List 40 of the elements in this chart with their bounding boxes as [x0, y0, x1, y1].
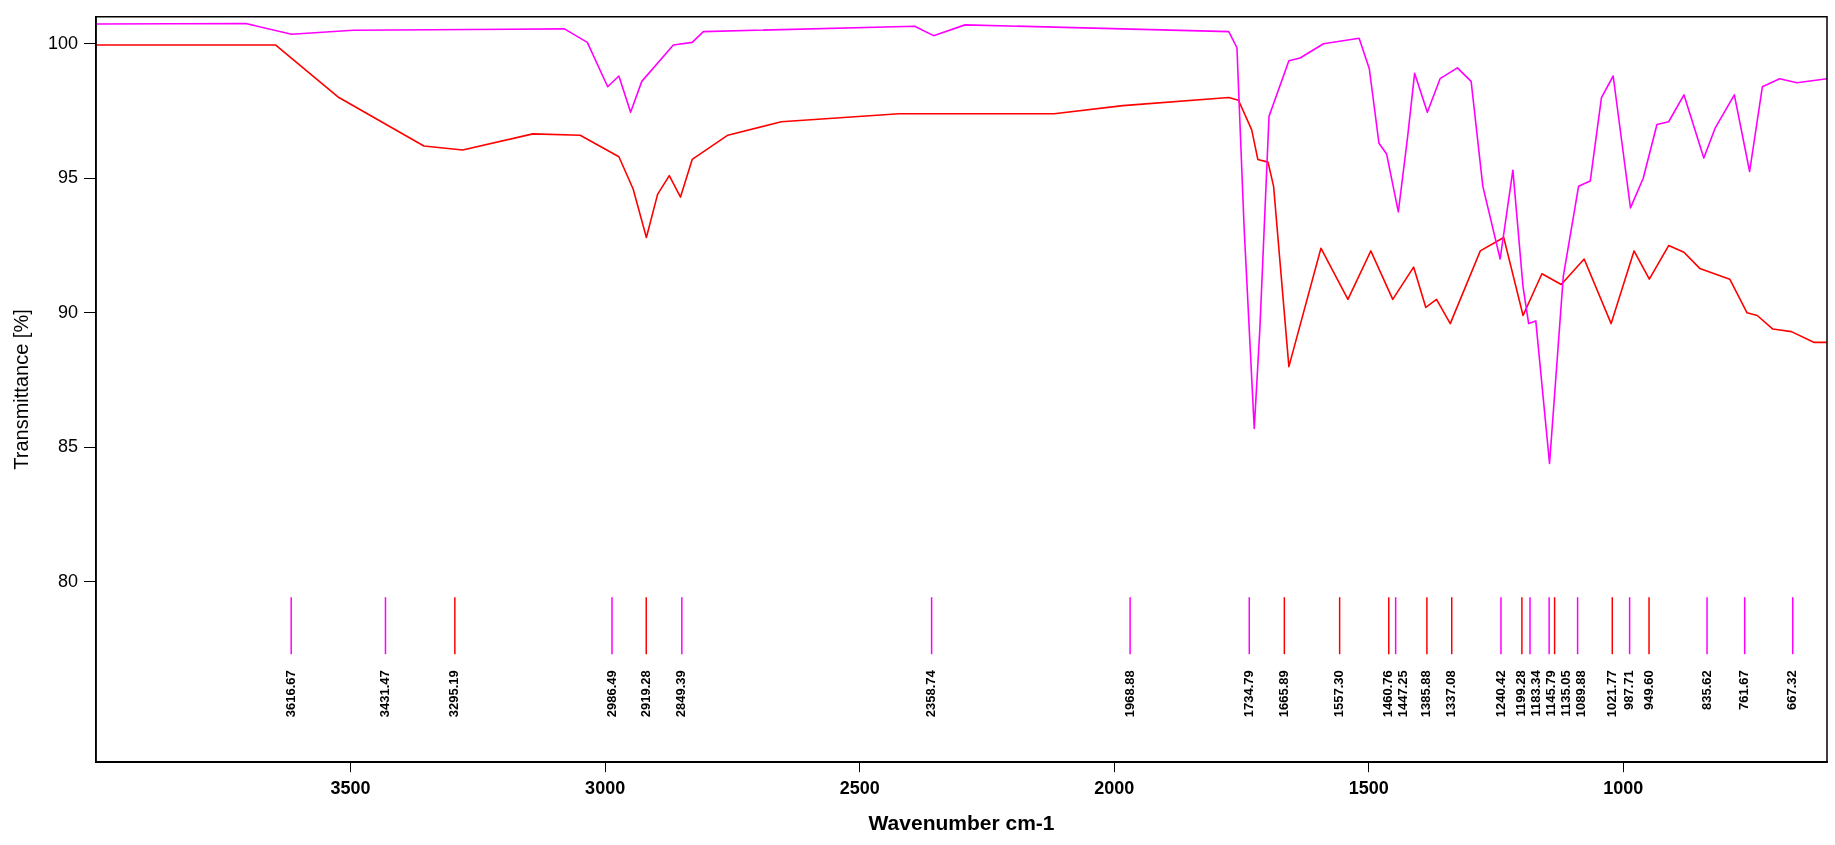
ref-line-label: 1665.89 [1275, 670, 1291, 718]
ref-line-label: 949.60 [1640, 670, 1656, 710]
x-tick-label: 1000 [1603, 777, 1644, 798]
ref-line-label: 3295.19 [446, 670, 462, 718]
ref-line-label: 1089.88 [1573, 670, 1589, 718]
ref-line-label: 1385.88 [1418, 670, 1434, 718]
x-tick-label: 1500 [1348, 777, 1389, 798]
ref-line-label: 1145.79 [1543, 670, 1559, 717]
ref-line-label: 1557.30 [1331, 670, 1347, 718]
ref-line-label: 987.71 [1621, 670, 1637, 710]
ref-line-label: 1337.08 [1443, 670, 1459, 718]
x-tick-label: 3500 [330, 777, 371, 798]
ref-line-label: 761.67 [1736, 670, 1752, 710]
y-tick-label: 90 [58, 301, 79, 322]
ref-line-label: 1183.34 [1528, 669, 1544, 717]
x-tick-label: 2000 [1094, 777, 1135, 798]
ref-line-label: 2849.39 [673, 670, 689, 718]
x-tick-label: 2500 [839, 777, 880, 798]
ref-line-label: 1199.28 [1513, 670, 1529, 717]
y-tick-label: 85 [58, 436, 79, 457]
y-tick-label: 95 [58, 167, 79, 188]
ref-line-label: 1968.88 [1121, 670, 1137, 718]
ref-line-label: 1734.79 [1240, 670, 1256, 718]
x-axis-title: Wavenumber cm-1 [868, 811, 1055, 835]
y-axis-title: Transmittance [%] [9, 309, 32, 470]
x-tick-label: 3000 [585, 777, 626, 798]
ref-line-label: 1447.25 [1395, 670, 1411, 718]
ref-line-label: 1021.77 [1603, 670, 1619, 718]
ref-line-label: 3431.47 [377, 670, 393, 718]
ref-line-label: 1240.42 [1492, 670, 1508, 718]
y-tick-label: 80 [58, 570, 79, 591]
ref-line-label: 667.32 [1784, 670, 1800, 710]
ref-line-label: 3616.67 [282, 670, 298, 718]
ref-line-label: 1135.05 [1558, 670, 1574, 717]
ref-line-label: 1460.76 [1380, 670, 1396, 718]
ref-line-label: 835.62 [1698, 670, 1714, 710]
ref-line-label: 2358.74 [923, 669, 939, 718]
y-tick-label: 100 [47, 32, 79, 53]
ref-line-label: 2919.28 [637, 670, 653, 718]
ref-line-label: 2986.49 [603, 670, 619, 718]
